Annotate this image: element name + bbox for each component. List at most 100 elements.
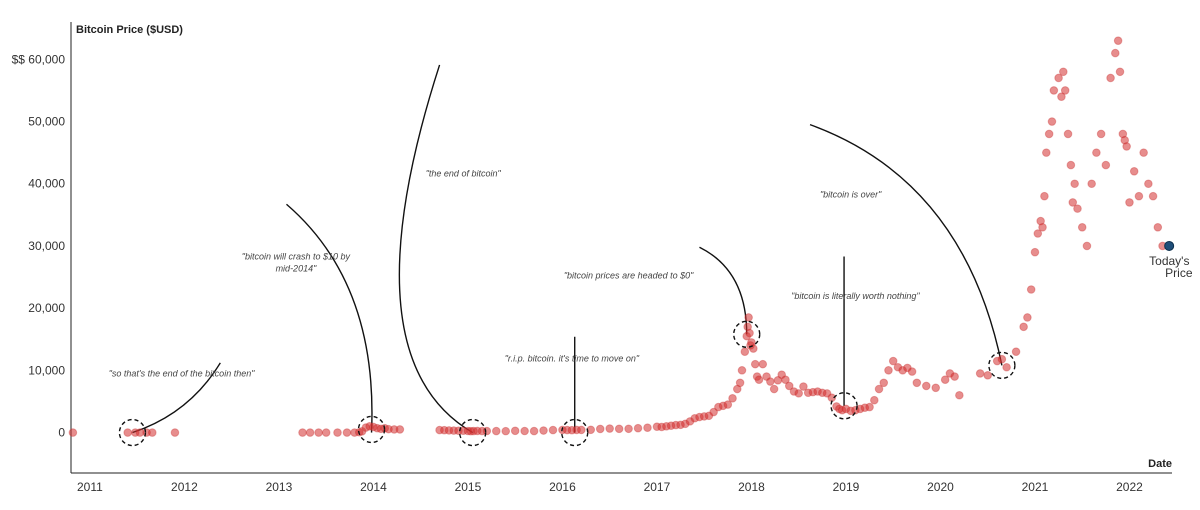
price-point — [1030, 247, 1040, 257]
price-point — [799, 382, 808, 391]
x-tick-label: 2014 — [360, 480, 387, 494]
price-point — [1002, 362, 1011, 372]
price-point — [342, 428, 352, 437]
price-point — [723, 400, 733, 409]
price-point — [1042, 148, 1051, 157]
annotation-text: "so that's the end of the bitcoin then" — [109, 369, 256, 379]
price-point — [520, 426, 529, 436]
price-point — [68, 428, 78, 437]
highlight-circles — [118, 320, 1016, 447]
annotation-line — [398, 64, 474, 434]
price-point — [1047, 117, 1057, 126]
y-tick-labels: 0 10,000 20,000 30,000 40,000 50,000 $$ 60,000 — [12, 52, 66, 439]
price-point — [870, 395, 879, 405]
price-point — [709, 407, 718, 417]
price-point — [750, 359, 760, 369]
y-axis-title: Bitcoin Price ($USD) — [76, 24, 183, 36]
price-point — [997, 354, 1007, 364]
data-points — [68, 36, 1167, 437]
price-point — [614, 424, 624, 434]
y-tick-label: 10,000 — [28, 363, 65, 377]
today-price-dot — [1164, 240, 1175, 251]
price-point — [633, 423, 643, 433]
price-point — [735, 378, 745, 388]
price-point — [1040, 191, 1049, 201]
price-point — [781, 375, 790, 384]
annotation-text: "bitcoin prices are headed to $0" — [564, 270, 694, 280]
annotation-text: "the end of bitcoin" — [426, 168, 502, 178]
highlight-circle — [458, 418, 487, 447]
annotation-line — [809, 123, 1003, 366]
price-point — [529, 426, 539, 436]
highlight-circle — [118, 418, 147, 447]
annotation-line — [286, 203, 373, 433]
price-point — [1122, 142, 1131, 151]
y-tick-label: 20,000 — [28, 301, 65, 315]
price-point — [1070, 179, 1079, 189]
price-point — [1057, 92, 1066, 101]
price-point — [921, 381, 931, 391]
price-point — [754, 375, 764, 384]
y-tick-label: 30,000 — [28, 239, 65, 253]
price-point — [1110, 48, 1120, 58]
annotation-text: "bitcoin will crash to $10 by mid-2014" — [242, 252, 351, 274]
price-point — [1092, 148, 1101, 157]
x-tick-label: 2020 — [927, 480, 954, 494]
price-point — [170, 428, 180, 437]
price-point — [884, 366, 893, 375]
price-point — [123, 428, 133, 437]
price-point — [298, 428, 307, 437]
price-point — [605, 424, 614, 433]
price-point — [482, 426, 492, 436]
price-point — [740, 347, 750, 356]
price-point — [1063, 129, 1073, 139]
price-point — [1125, 198, 1134, 207]
price-point — [745, 328, 754, 338]
price-point — [888, 356, 898, 366]
price-point — [305, 428, 315, 437]
price-point — [1077, 222, 1087, 232]
price-point — [950, 372, 959, 381]
price-point — [624, 424, 633, 434]
price-point — [1082, 241, 1092, 251]
today-price-marker: Today's Price — [1149, 240, 1193, 280]
price-point — [491, 426, 501, 436]
highlight-circle — [830, 392, 858, 420]
price-point — [548, 425, 558, 435]
price-point — [1038, 222, 1047, 232]
price-point — [1087, 179, 1096, 189]
y-tick-label: 50,000 — [28, 115, 65, 129]
price-point — [975, 369, 985, 378]
price-point — [1066, 160, 1076, 170]
x-tick-label: 2022 — [1116, 480, 1143, 494]
price-point — [321, 428, 331, 437]
price-point — [1115, 67, 1125, 77]
annotation-lines — [132, 64, 1003, 434]
price-point — [766, 377, 775, 386]
price-point — [1023, 313, 1032, 322]
annotation-line — [132, 362, 221, 434]
price-point — [912, 378, 922, 388]
y-tick-label: 40,000 — [28, 177, 65, 191]
price-point — [1059, 67, 1068, 77]
x-tick-label: 2017 — [644, 480, 671, 494]
price-point — [907, 367, 917, 376]
price-point — [1060, 86, 1070, 95]
highlight-circle — [733, 320, 761, 348]
price-point — [1153, 222, 1163, 232]
highlight-circle — [561, 418, 589, 447]
price-point — [595, 424, 605, 434]
price-point — [773, 376, 783, 385]
y-tick-label: $$ 60,000 — [12, 52, 66, 66]
price-point — [395, 425, 405, 434]
annotation-text: "bitcoin is literally worth nothing" — [791, 291, 920, 301]
price-point — [510, 426, 520, 436]
price-point — [501, 426, 511, 436]
price-point — [874, 384, 884, 394]
x-tick-label: 2016 — [549, 480, 576, 494]
price-point — [879, 378, 889, 388]
x-tick-label: 2018 — [738, 480, 765, 494]
price-point — [1134, 191, 1144, 201]
